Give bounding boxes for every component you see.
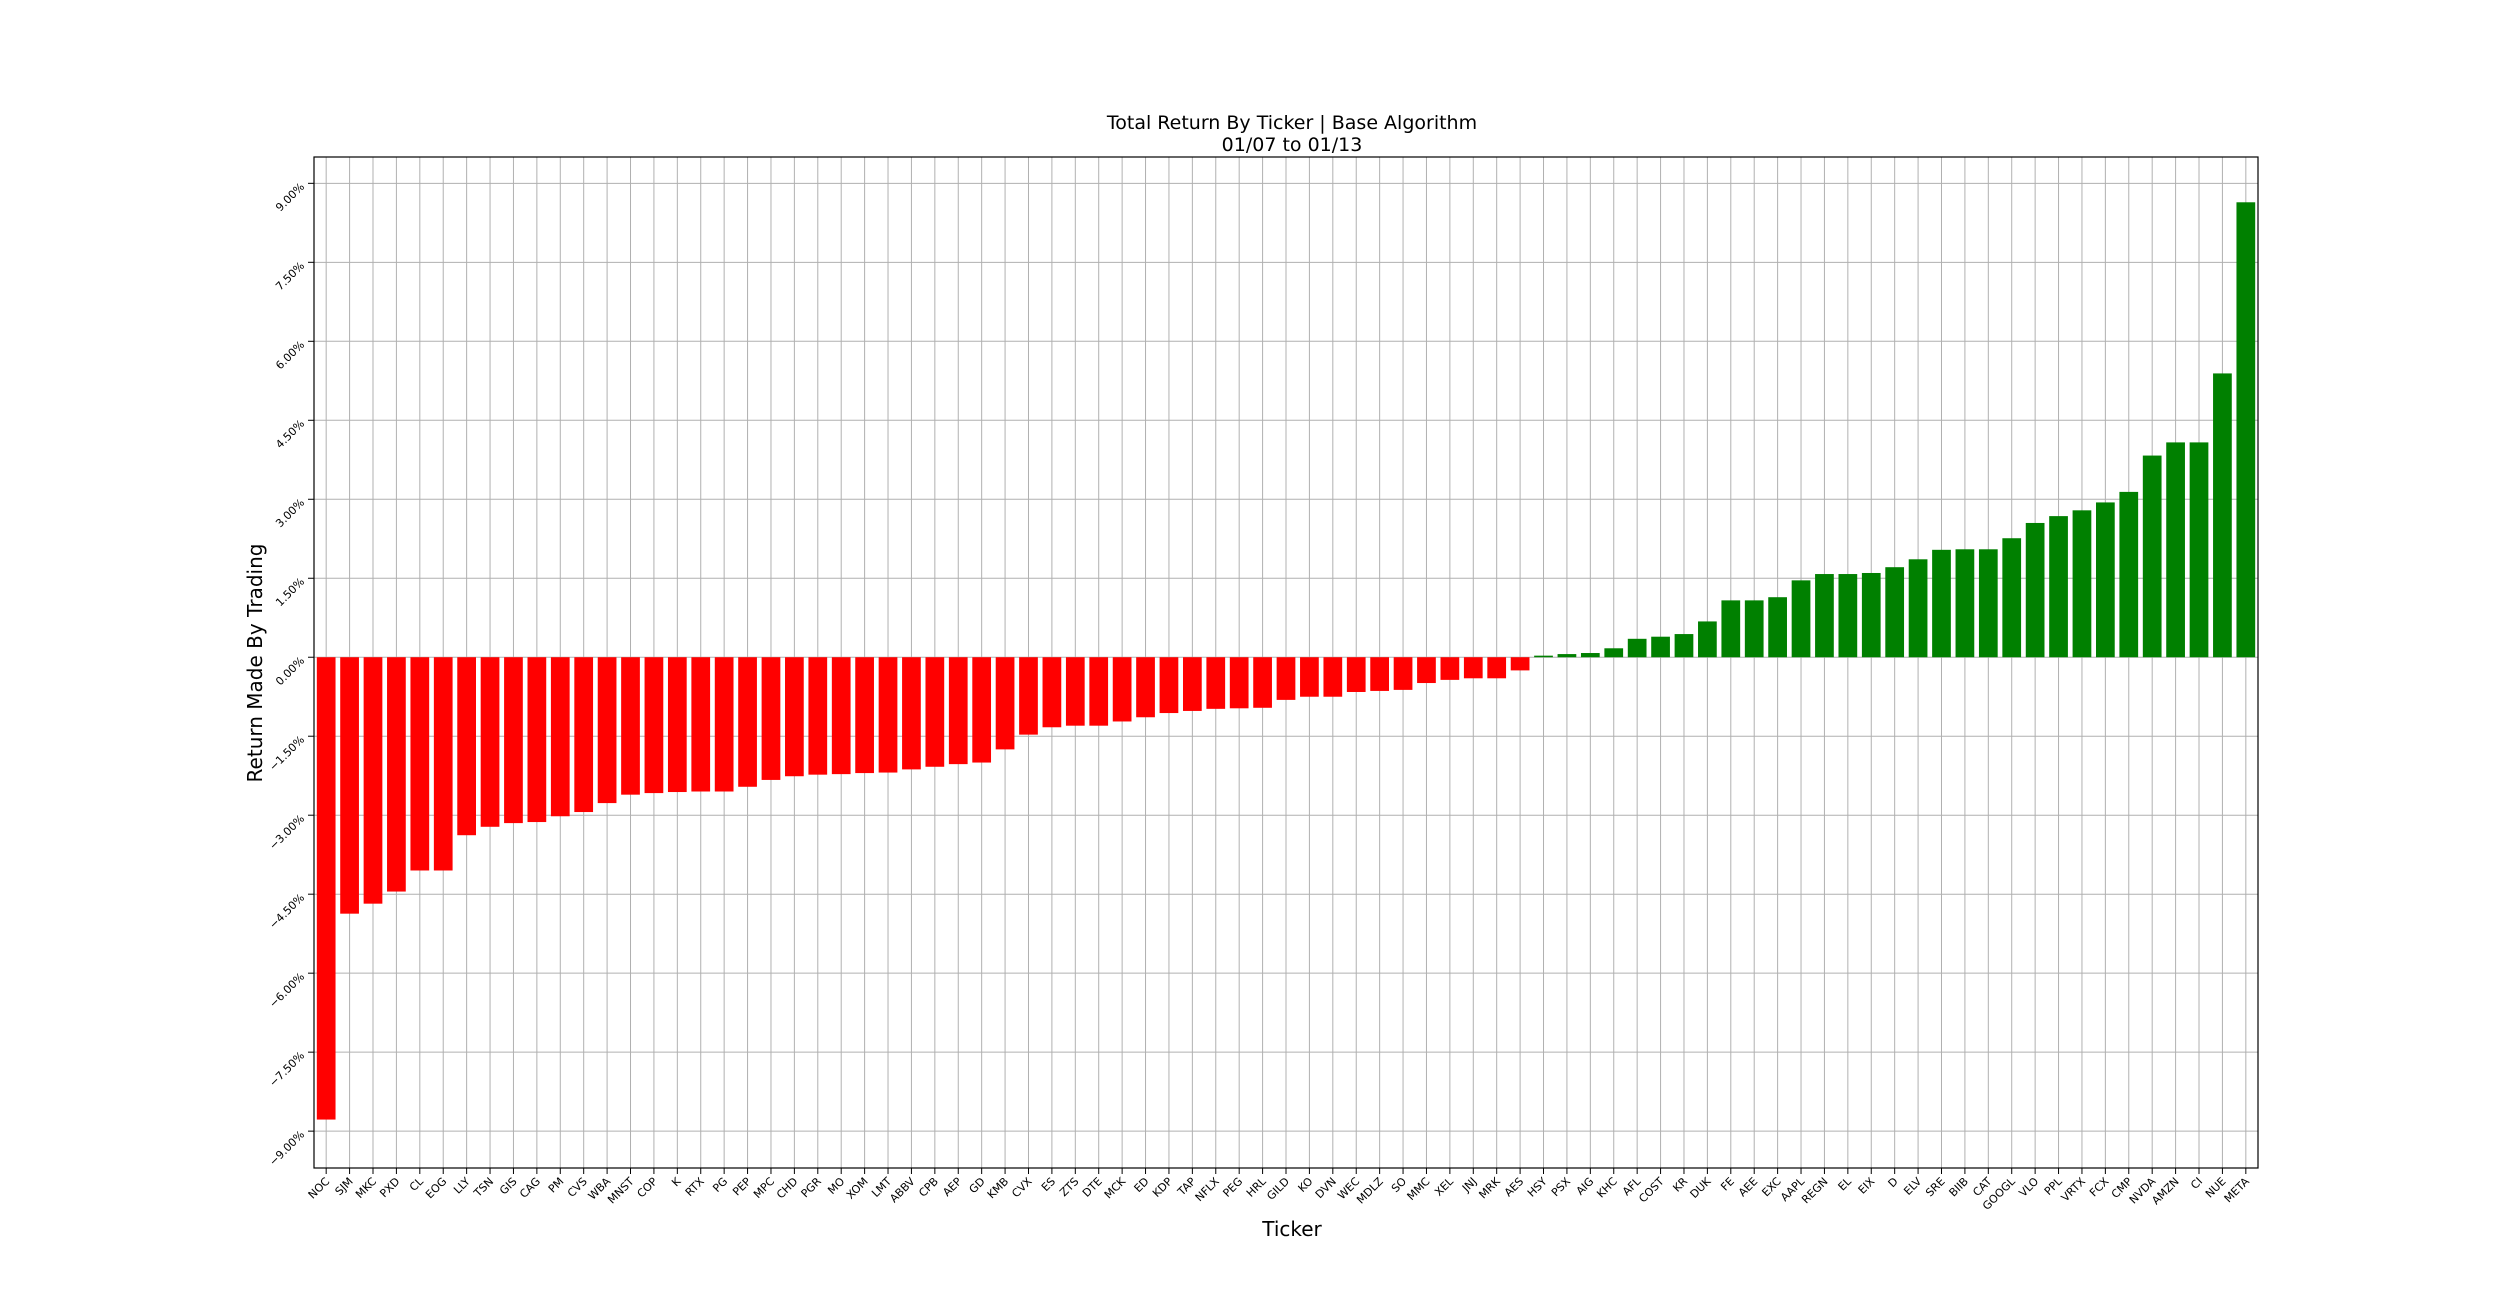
bar-k bbox=[667, 657, 687, 793]
bar-kdp bbox=[1159, 657, 1179, 714]
chart-title: Total Return By Ticker | Base Algorithm bbox=[1106, 112, 1477, 134]
bar-dvn bbox=[1323, 657, 1343, 697]
bar-elv bbox=[1908, 559, 1928, 658]
bar-cop bbox=[644, 657, 664, 794]
bar-duk bbox=[1698, 621, 1717, 658]
bar-pg bbox=[714, 657, 734, 792]
bar-sre bbox=[1932, 549, 1951, 658]
bar-nue bbox=[2213, 373, 2232, 658]
x-axis-label: Ticker bbox=[1261, 1217, 1322, 1241]
grid-lines bbox=[314, 157, 2258, 1168]
bar-eix bbox=[1861, 572, 1881, 658]
bar-cmp bbox=[2119, 491, 2139, 658]
bar-aep bbox=[948, 657, 968, 765]
bar-rtx bbox=[691, 657, 711, 792]
bar-sjm bbox=[340, 657, 359, 914]
bar-mo bbox=[831, 657, 851, 775]
bar-kmb bbox=[995, 657, 1015, 750]
bar-pxd bbox=[387, 657, 406, 892]
bar-ed bbox=[1136, 657, 1155, 718]
bar-ci bbox=[2189, 442, 2209, 658]
bar-ko bbox=[1300, 657, 1319, 697]
bar-vlo bbox=[2025, 522, 2045, 658]
bar-afl bbox=[1627, 638, 1647, 658]
bar-xom bbox=[855, 657, 874, 774]
bar-gild bbox=[1276, 657, 1296, 700]
bar-cvx bbox=[1019, 657, 1038, 735]
bar-lly bbox=[457, 657, 476, 836]
bar-aig bbox=[1580, 653, 1600, 658]
chart-subtitle: 01/07 to 01/13 bbox=[1222, 134, 1363, 156]
bar-regn bbox=[1815, 574, 1834, 658]
bar-hsy bbox=[1534, 655, 1553, 658]
bar-mrk bbox=[1487, 657, 1507, 679]
bar-chd bbox=[785, 657, 804, 777]
bar-aes bbox=[1510, 657, 1530, 671]
bar-mck bbox=[1112, 657, 1132, 722]
bar-d bbox=[1885, 567, 1905, 658]
bar-fe bbox=[1721, 600, 1741, 658]
bar-meta bbox=[2236, 202, 2256, 658]
bar-es bbox=[1042, 657, 1062, 728]
bar-wec bbox=[1346, 657, 1366, 692]
bar-jnj bbox=[1463, 657, 1483, 679]
bar-kr bbox=[1674, 634, 1694, 658]
bar-amzn bbox=[2166, 442, 2185, 658]
bar-mdlz bbox=[1370, 657, 1390, 691]
bar-exc bbox=[1768, 597, 1787, 658]
bar-psx bbox=[1557, 654, 1577, 658]
bar-hrl bbox=[1253, 657, 1272, 708]
bar-xel bbox=[1440, 657, 1460, 680]
bar-so bbox=[1393, 657, 1413, 690]
bar-fcx bbox=[2096, 502, 2115, 658]
bar-tap bbox=[1182, 657, 1202, 711]
bar-peg bbox=[1229, 657, 1249, 709]
bar-aee bbox=[1744, 600, 1764, 658]
bar-mnst bbox=[621, 657, 640, 795]
bar-pm bbox=[550, 657, 570, 817]
bar-cvs bbox=[574, 657, 594, 813]
bar-cat bbox=[1978, 549, 1998, 658]
bar-noc bbox=[316, 657, 336, 1120]
bar-eog bbox=[433, 657, 453, 871]
bar-cl bbox=[410, 657, 430, 871]
y-axis-label: Return Made By Trading bbox=[243, 544, 267, 783]
bar-khc bbox=[1604, 648, 1624, 658]
bar-googl bbox=[2002, 538, 2022, 658]
bar-wba bbox=[597, 657, 617, 804]
bar-cag bbox=[527, 657, 547, 823]
bar-gis bbox=[504, 657, 523, 824]
bar-nvda bbox=[2142, 455, 2162, 658]
bars bbox=[316, 202, 2256, 1120]
bar-vrtx bbox=[2072, 510, 2092, 658]
bar-aapl bbox=[1791, 580, 1811, 658]
bar-el bbox=[1838, 574, 1858, 658]
bar-abbv bbox=[902, 657, 921, 770]
bar-pep bbox=[738, 657, 757, 787]
bar-gd bbox=[972, 657, 992, 763]
bar-mpc bbox=[761, 657, 781, 780]
bar-cpb bbox=[925, 657, 945, 767]
bar-dte bbox=[1089, 657, 1109, 726]
bar-mkc bbox=[363, 657, 383, 904]
bar-ppl bbox=[2049, 516, 2068, 658]
bar-mmc bbox=[1417, 657, 1436, 684]
bar-nflx bbox=[1206, 657, 1226, 709]
bar-cost bbox=[1651, 636, 1670, 658]
bar-biib bbox=[1955, 549, 1975, 658]
bar-zts bbox=[1065, 657, 1085, 726]
bar-lmt bbox=[878, 657, 898, 773]
bar-tsn bbox=[480, 657, 500, 827]
bar-pgr bbox=[808, 657, 828, 775]
